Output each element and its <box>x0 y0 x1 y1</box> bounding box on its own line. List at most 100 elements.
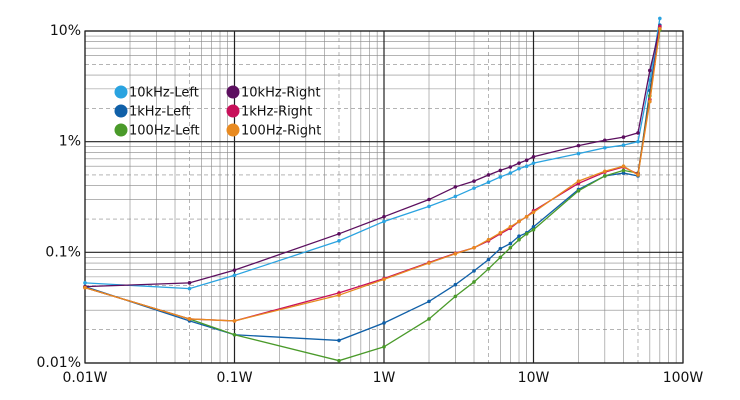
y-tick-label: 1% <box>59 134 81 150</box>
data-point <box>453 282 458 287</box>
data-point <box>517 166 521 171</box>
x-tick-label: 100W <box>663 370 704 386</box>
data-point <box>472 179 476 183</box>
data-point <box>508 225 513 229</box>
data-point <box>531 161 536 165</box>
data-point <box>524 232 529 236</box>
legend-marker <box>114 104 128 118</box>
data-point <box>524 158 529 163</box>
series-line <box>84 26 661 322</box>
series-line <box>84 18 661 290</box>
x-tick-label: 0.1W <box>216 370 252 386</box>
data-point <box>498 246 503 251</box>
legend-marker <box>114 85 128 99</box>
data-point <box>658 26 662 31</box>
legend-label: 100Hz-Left <box>129 124 200 139</box>
series-line <box>84 25 661 342</box>
data-point <box>658 16 662 21</box>
data-point <box>382 219 386 224</box>
data-point <box>187 317 192 321</box>
data-point <box>531 227 536 232</box>
data-point <box>621 171 626 175</box>
data-point <box>486 180 491 185</box>
data-point <box>337 293 341 297</box>
data-point <box>508 165 513 169</box>
data-point <box>472 245 476 250</box>
data-point <box>517 234 521 238</box>
data-point <box>636 173 640 177</box>
data-point <box>603 146 607 150</box>
data-point <box>472 186 476 190</box>
data-point <box>453 294 458 299</box>
legend-label: 1kHz-Left <box>129 105 191 120</box>
x-tick-label: 1W <box>373 370 396 386</box>
data-point <box>621 164 626 169</box>
data-point <box>187 286 192 291</box>
data-point <box>337 232 341 236</box>
data-point <box>232 319 237 323</box>
data-point <box>603 174 607 178</box>
data-point <box>486 257 491 262</box>
data-point <box>531 210 536 215</box>
data-point <box>621 135 626 139</box>
data-point <box>83 285 87 290</box>
data-point <box>648 68 652 73</box>
data-point <box>427 197 431 202</box>
data-point <box>187 281 192 285</box>
data-point <box>486 266 491 271</box>
legend-label: 1kHz-Right <box>241 105 312 120</box>
data-point <box>232 332 237 337</box>
data-point <box>382 214 386 219</box>
data-point <box>83 281 87 285</box>
legend-marker <box>226 104 240 118</box>
data-point <box>498 175 503 179</box>
data-point <box>636 139 640 144</box>
series-line <box>84 27 661 288</box>
data-point <box>382 345 386 349</box>
data-point <box>453 251 458 256</box>
x-tick-label: 0.01W <box>62 370 107 386</box>
y-tick-label: 0.01% <box>37 355 81 371</box>
data-point <box>508 171 513 175</box>
data-point <box>621 168 626 173</box>
legend-label: 100Hz-Right <box>241 124 321 139</box>
data-point <box>603 138 607 143</box>
data-point <box>427 261 431 265</box>
data-point <box>524 214 529 219</box>
data-point <box>472 280 476 284</box>
data-point <box>576 188 581 193</box>
data-point <box>508 245 513 250</box>
data-point <box>453 194 458 199</box>
data-point <box>486 173 491 177</box>
data-point <box>517 219 521 224</box>
data-point <box>621 143 626 147</box>
data-point <box>232 273 237 278</box>
data-point <box>337 239 341 243</box>
y-tick-label: 10% <box>50 23 81 39</box>
legend-marker <box>114 123 128 137</box>
x-tick-label: 10W <box>518 370 550 386</box>
data-point <box>498 168 503 173</box>
series-line <box>84 29 661 362</box>
data-point <box>517 237 521 242</box>
data-point <box>508 241 513 246</box>
data-point <box>576 143 581 148</box>
data-point <box>524 164 529 169</box>
data-point <box>382 321 386 325</box>
data-point <box>453 185 458 189</box>
data-point <box>427 299 431 304</box>
data-point <box>382 277 386 282</box>
data-point <box>498 231 503 235</box>
legend-marker <box>226 123 240 137</box>
data-point <box>576 151 581 156</box>
data-point <box>472 269 476 273</box>
data-point <box>603 169 607 174</box>
data-point <box>636 131 640 135</box>
data-point <box>531 154 536 159</box>
plot-frame <box>84 30 684 364</box>
data-point <box>486 237 491 242</box>
data-point <box>531 225 536 229</box>
data-point <box>427 204 431 209</box>
data-point <box>232 268 237 272</box>
